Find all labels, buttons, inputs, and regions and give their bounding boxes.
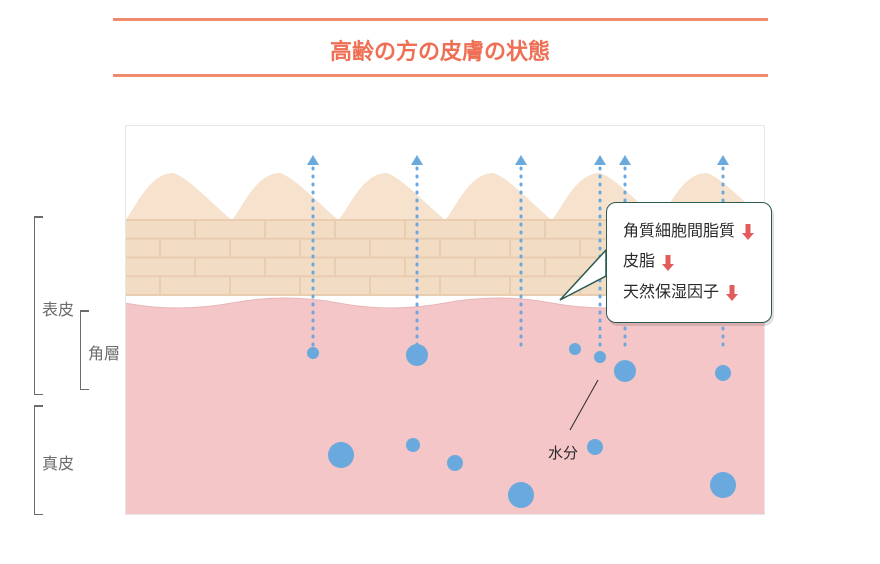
down-arrow-icon bbox=[661, 254, 675, 272]
callout-item: 天然保湿因子 bbox=[623, 278, 755, 308]
callout-item: 角質細胞間脂質 bbox=[623, 217, 755, 247]
callout-box: 角質細胞間脂質 皮脂 天然保湿因子 bbox=[606, 202, 772, 323]
label-stratum: 角層 bbox=[88, 340, 120, 364]
callout-text: 天然保湿因子 bbox=[623, 278, 719, 308]
callout-text: 皮脂 bbox=[623, 247, 655, 277]
title-rule-bottom bbox=[113, 74, 768, 77]
callout-item: 皮脂 bbox=[623, 247, 755, 277]
down-arrow-icon bbox=[725, 284, 739, 302]
title-rule-top bbox=[113, 18, 768, 21]
page-title: 高齢の方の皮膚の状態 bbox=[0, 34, 880, 66]
label-dermis: 真皮 bbox=[42, 450, 74, 474]
bracket-dermis bbox=[34, 405, 35, 515]
callout-text: 角質細胞間脂質 bbox=[623, 217, 735, 247]
bracket-epidermis bbox=[34, 216, 35, 395]
label-epidermis: 表皮 bbox=[42, 296, 74, 320]
bracket-stratum bbox=[80, 310, 81, 390]
down-arrow-icon bbox=[741, 223, 755, 241]
moisture-label: 水分 bbox=[548, 442, 578, 463]
